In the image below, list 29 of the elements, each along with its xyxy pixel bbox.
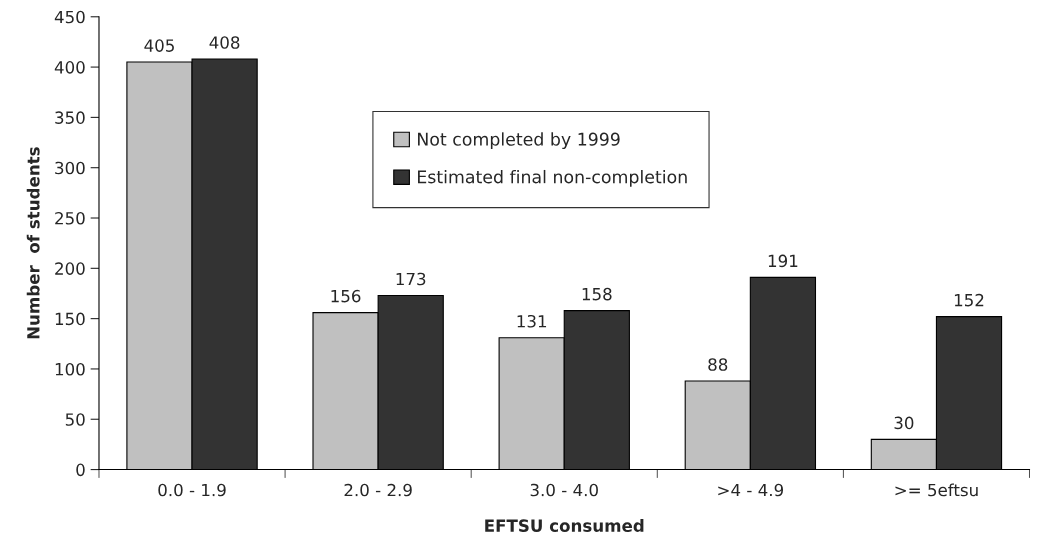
legend-label: Not completed by 1999	[418, 132, 620, 150]
y-tick-label: 200	[55, 262, 85, 275]
data-label: 158	[582, 287, 612, 301]
x-tick-label: 0.0 - 1.9	[158, 483, 226, 497]
y-tick-label: 0	[76, 463, 85, 477]
y-tick-label: 350	[55, 111, 85, 124]
y-tick-label: 450	[54, 10, 85, 24]
y-tick-label: 300	[55, 161, 85, 175]
y-tick-label: 50	[65, 413, 85, 426]
x-tick-label: >= 5eftsu	[895, 483, 978, 497]
data-label: 88	[708, 358, 728, 371]
y-tick-label: 250	[55, 211, 85, 225]
data-label: 191	[768, 254, 798, 268]
data-label: 173	[396, 272, 426, 286]
y-tick-label: 400	[54, 61, 85, 74]
y-tick-label: 150	[55, 312, 85, 326]
legend-label: Estimated final non-completion	[418, 169, 687, 187]
x-tick-label: 3.0 - 4.0	[530, 483, 598, 497]
data-label: 405	[144, 39, 174, 52]
x-tick-label: >4 - 4.9	[718, 483, 784, 497]
data-label: 408	[209, 36, 240, 49]
data-label: 156	[331, 289, 361, 303]
data-label: 131	[517, 314, 547, 328]
y-tick-label: 100	[55, 362, 85, 376]
y-axis-title: Number of students	[26, 147, 40, 339]
x-tick-label: 2.0 - 2.9	[344, 483, 412, 497]
x-axis-title: EFTSU consumed	[485, 519, 644, 532]
data-label: 30	[894, 416, 914, 430]
data-label: 152	[954, 293, 984, 307]
